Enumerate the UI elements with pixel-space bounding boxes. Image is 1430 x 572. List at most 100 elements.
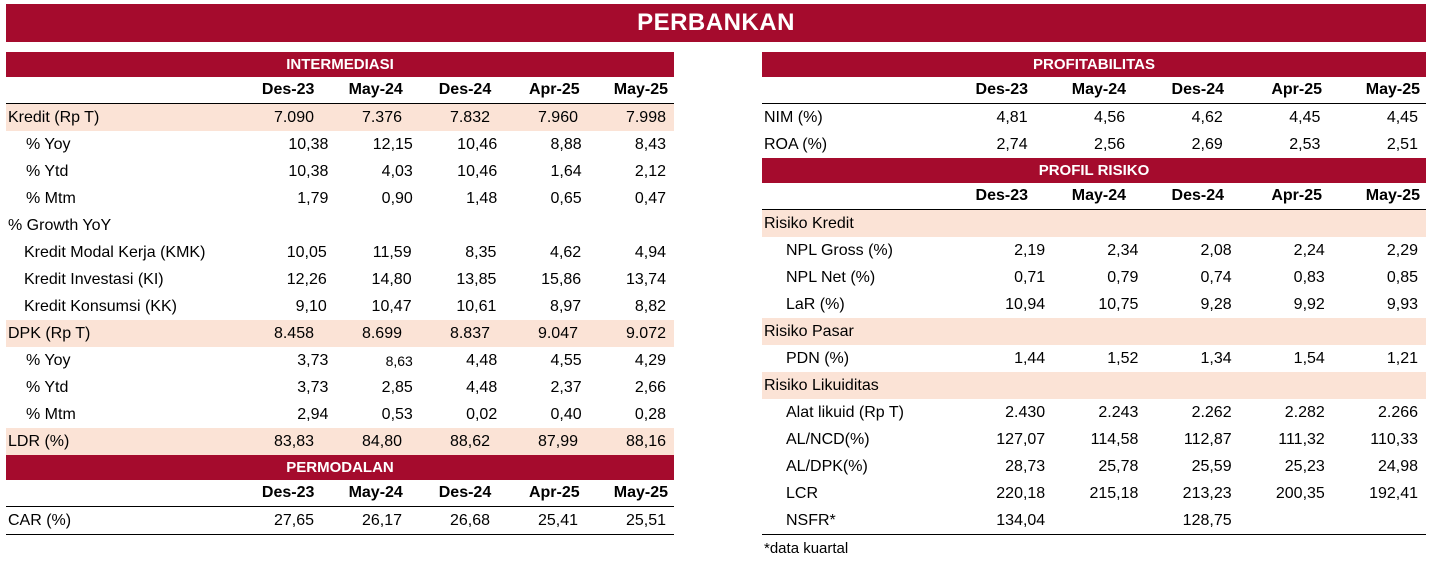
column-header: Apr-25 — [1271, 187, 1322, 204]
cell: 26,17 — [361, 511, 402, 529]
cell: 4,29 — [634, 351, 667, 369]
cell: 1,48 — [466, 189, 498, 207]
column-header: May-24 — [348, 81, 403, 98]
cell: 0,79 — [1107, 268, 1139, 286]
cell: 2.430 — [1005, 403, 1046, 421]
table-row: % Growth YoY — [6, 212, 674, 239]
intermediasi-column-headers: Des-23 May-24 Des-24 Apr-25 May-25 — [6, 77, 674, 104]
cell: 192,41 — [1369, 484, 1419, 502]
row-label: Kredit (Rp T) — [8, 108, 100, 126]
cell: 4,81 — [996, 108, 1028, 126]
cell: 7.376 — [361, 108, 402, 126]
row-label: Kredit Investasi (KI) — [24, 270, 164, 288]
cell: 0,74 — [1200, 268, 1232, 286]
cell: 10,61 — [456, 297, 497, 315]
table-row: % Yoy 3,73 8,63 4,48 4,55 4,29 — [6, 347, 674, 374]
row-label: % Yoy — [26, 135, 71, 153]
table-row: NSFR* 134,04 128,75 — [762, 507, 1426, 535]
cell: 14,80 — [371, 270, 412, 288]
cell: 2,56 — [1094, 135, 1126, 153]
cell: 213,23 — [1182, 484, 1232, 502]
cell: 9.047 — [537, 324, 578, 342]
cell: 4,48 — [466, 378, 498, 396]
cell: 2.266 — [1377, 403, 1419, 421]
row-label: Alat likuid (Rp T) — [786, 403, 904, 421]
cell: 25,78 — [1098, 457, 1139, 475]
cell: 4,55 — [550, 351, 582, 369]
cell: 9,93 — [1386, 295, 1419, 313]
column-header: Apr-25 — [528, 81, 580, 98]
cell: 8,35 — [465, 243, 497, 261]
cell: 10,47 — [371, 297, 412, 315]
cell: 9,28 — [1200, 295, 1232, 313]
cell: 134,04 — [996, 511, 1046, 529]
column-header: May-25 — [1365, 81, 1420, 98]
cell: 83,83 — [273, 432, 314, 450]
cell: 28,73 — [1005, 457, 1046, 475]
cell: 2,34 — [1107, 241, 1139, 259]
right-panel: PROFITABILITAS Des-23 May-24 Des-24 Apr-… — [762, 52, 1426, 561]
cell: 9.072 — [625, 324, 666, 342]
column-header: May-24 — [1071, 81, 1126, 98]
table-row: % Yoy 10,38 12,15 10,46 8,88 8,43 — [6, 131, 674, 158]
cell: 3,73 — [297, 351, 329, 369]
profitabilitas-column-headers: Des-23 May-24 Des-24 Apr-25 May-25 — [762, 77, 1426, 104]
cell: 13,74 — [625, 270, 666, 288]
row-label: PDN (%) — [786, 349, 850, 367]
column-header: Des-24 — [1171, 81, 1224, 98]
table-row: % Mtm 1,79 0,90 1,48 0,65 0,47 — [6, 185, 674, 212]
table-row: NIM (%) 4,81 4,56 4,62 4,45 4,45 — [762, 104, 1426, 131]
column-header: Des-24 — [438, 81, 492, 98]
cell: 2,69 — [1191, 135, 1223, 153]
table-row: AL/NCD(%) 127,07 114,58 112,87 111,32 11… — [762, 426, 1426, 453]
column-header: Des-23 — [261, 484, 315, 501]
footnote: *data kuartal — [764, 539, 849, 557]
cell: 1,21 — [1386, 349, 1419, 367]
table-row: Alat likuid (Rp T) 2.430 2.243 2.262 2.2… — [762, 399, 1426, 426]
row-label: % Ytd — [26, 378, 69, 396]
cell: 4,45 — [1386, 108, 1418, 126]
column-header: May-25 — [1365, 187, 1420, 204]
cell: 1,34 — [1200, 349, 1232, 367]
cell: 10,75 — [1098, 295, 1139, 313]
column-header: Des-23 — [975, 187, 1028, 204]
column-header: May-25 — [613, 484, 669, 501]
cell: 2.282 — [1284, 403, 1325, 421]
column-header: May-24 — [1071, 187, 1126, 204]
row-label: Risiko Likuiditas — [764, 376, 879, 394]
table-row: NPL Gross (%) 2,19 2,34 2,08 2,24 2,29 — [762, 237, 1426, 264]
cell: 2,51 — [1386, 135, 1418, 153]
cell: 9,10 — [295, 297, 327, 315]
cell: 4,62 — [1191, 108, 1223, 126]
cell: 2.243 — [1098, 403, 1139, 421]
column-header: Apr-25 — [528, 484, 580, 501]
cell: 220,18 — [996, 484, 1046, 502]
cell: 8,63 — [385, 352, 413, 369]
cell: 25,51 — [625, 511, 666, 529]
permodalan-column-headers: Des-23 May-24 Des-24 Apr-25 May-25 — [6, 480, 674, 507]
cell: 25,23 — [1284, 457, 1325, 475]
cell: 25,59 — [1191, 457, 1232, 475]
cell: 2,74 — [996, 135, 1028, 153]
cell: 4,62 — [550, 243, 582, 261]
row-label: CAR (%) — [8, 511, 72, 529]
profil-risiko-header: PROFIL RISIKO — [762, 158, 1426, 183]
cell: 0,71 — [1014, 268, 1046, 286]
cell: 0,53 — [381, 405, 413, 423]
cell: 1,44 — [1014, 349, 1046, 367]
row-label: % Mtm — [26, 189, 76, 207]
row-label: AL/NCD(%) — [786, 430, 870, 448]
table-row: Risiko Kredit — [762, 210, 1426, 237]
cell: 2,12 — [634, 162, 667, 180]
cell: 1,64 — [550, 162, 582, 180]
table-row: % Ytd 10,38 4,03 10,46 1,64 2,12 — [6, 158, 674, 185]
cell: 0,65 — [550, 189, 582, 207]
cell: 0,83 — [1293, 268, 1325, 286]
row-label: % Yoy — [26, 351, 71, 369]
table-row: Risiko Likuiditas — [762, 372, 1426, 399]
cell: 8.458 — [273, 324, 314, 342]
cell: 4,48 — [466, 351, 498, 369]
row-label: ROA (%) — [764, 135, 828, 153]
cell: 1,54 — [1293, 349, 1325, 367]
cell: 12,26 — [286, 270, 327, 288]
